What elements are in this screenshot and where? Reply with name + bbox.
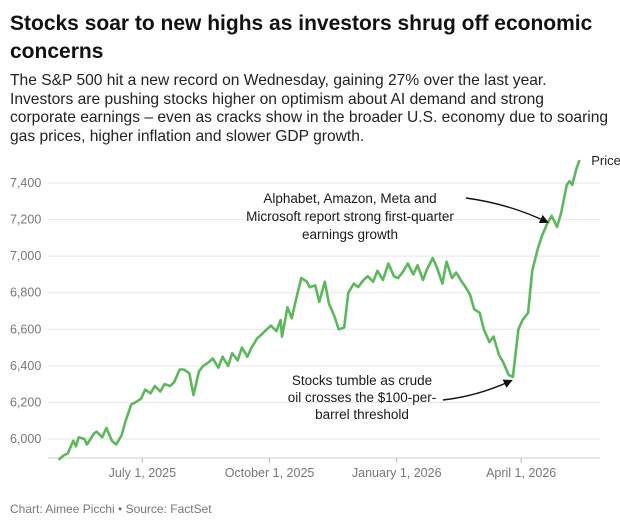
y-tick-label: 6,400 [10, 359, 41, 373]
chart-subtitle: The S&P 500 hit a new record on Wednesda… [10, 72, 609, 145]
annotation-earnings-line: Microsoft report strong first-quarter [246, 209, 454, 224]
annotation-oil: Stocks tumble as crude oil crosses the $1… [288, 373, 437, 422]
annotation-earnings-arrow [465, 197, 549, 224]
x-tick-label: October 1, 2025 [225, 466, 315, 480]
annotation-oil-line: oil crosses the $100-per- [288, 390, 437, 405]
annotation-earnings-line: Alphabet, Amazon, Meta and [263, 191, 436, 206]
y-tick-label: 6,800 [10, 286, 41, 300]
annotations: Alphabet, Amazon, Meta and Microsoft repo… [246, 191, 549, 422]
chart-source: Chart: Aimee Picchi • Source: FactSet [10, 502, 212, 516]
x-tick-label: April 1, 2026 [486, 466, 556, 480]
y-tick-label: 7,400 [10, 176, 41, 190]
gridlines [48, 182, 600, 440]
y-tick-label: 7,000 [10, 249, 41, 263]
y-tick-label: 6,200 [10, 395, 41, 409]
chart-title: Stocks soar to new highs as investors sh… [10, 12, 593, 63]
series-group: Price [58, 153, 620, 461]
y-axis: 6,000 6,200 6,400 6,600 6,800 7,000 7,200 7,400 [10, 176, 41, 446]
series-line-price [58, 159, 581, 461]
series-label-price: Price [591, 153, 620, 168]
x-tick-label: January 1, 2026 [352, 466, 442, 480]
annotation-oil-line: Stocks tumble as crude [292, 373, 432, 388]
annotation-oil-arrow [442, 379, 513, 401]
y-tick-label: 6,600 [10, 322, 41, 336]
annotation-earnings: Alphabet, Amazon, Meta and Microsoft repo… [246, 191, 454, 242]
x-axis: July 1, 2025 October 1, 2025 January 1, 20… [48, 457, 600, 480]
x-tick-label: July 1, 2025 [109, 466, 176, 480]
y-tick-label: 6,000 [10, 432, 41, 446]
annotation-earnings-line: earnings growth [302, 227, 398, 242]
y-tick-label: 7,200 [10, 213, 41, 227]
annotation-oil-line: barrel threshold [315, 407, 409, 422]
